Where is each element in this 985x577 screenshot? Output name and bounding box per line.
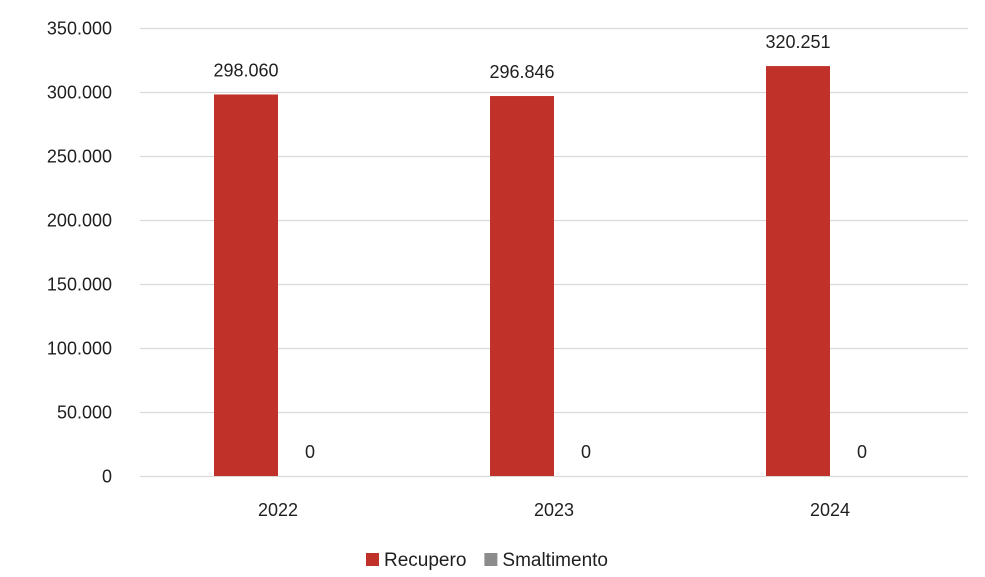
y-tick-label: 350.000 [47, 19, 112, 39]
y-tick-label: 100.000 [47, 339, 112, 359]
y-tick-label: 150.000 [47, 275, 112, 295]
bars [214, 66, 830, 477]
y-tick-label: 50.000 [57, 403, 112, 423]
legend-swatch-recupero [366, 553, 379, 566]
x-tick-label: 2022 [258, 500, 298, 520]
data-label-smaltimento-2023: 0 [581, 442, 591, 462]
bar-recupero-2023 [490, 96, 554, 477]
legend-label-smaltimento: Smaltimento [502, 550, 608, 571]
x-tick-label: 2023 [534, 500, 574, 520]
data-labels: 298.060 0 296.846 0 320.251 0 [213, 32, 867, 462]
y-tick-label: 300.000 [47, 83, 112, 103]
data-label-recupero-2023: 296.846 [489, 62, 554, 82]
data-label-smaltimento-2022: 0 [305, 442, 315, 462]
y-tick-label: 200.000 [47, 211, 112, 231]
y-axis-tick-labels: 0 50.000 100.000 150.000 200.000 250.000 300.0… [47, 19, 112, 487]
legend: Recupero Smaltimento [366, 550, 608, 571]
legend-label-recupero: Recupero [384, 550, 466, 571]
y-tick-label: 0 [102, 467, 112, 487]
y-tick-label: 250.000 [47, 147, 112, 167]
bar-recupero-2022 [214, 94, 278, 476]
data-label-recupero-2022: 298.060 [213, 60, 278, 80]
legend-swatch-smaltimento [484, 553, 498, 566]
data-label-smaltimento-2024: 0 [857, 442, 867, 462]
x-axis-tick-labels: 2022 2023 2024 [258, 500, 850, 520]
bar-recupero-2024 [766, 66, 830, 476]
data-label-recupero-2024: 320.251 [765, 32, 830, 52]
x-tick-label: 2024 [810, 500, 850, 520]
